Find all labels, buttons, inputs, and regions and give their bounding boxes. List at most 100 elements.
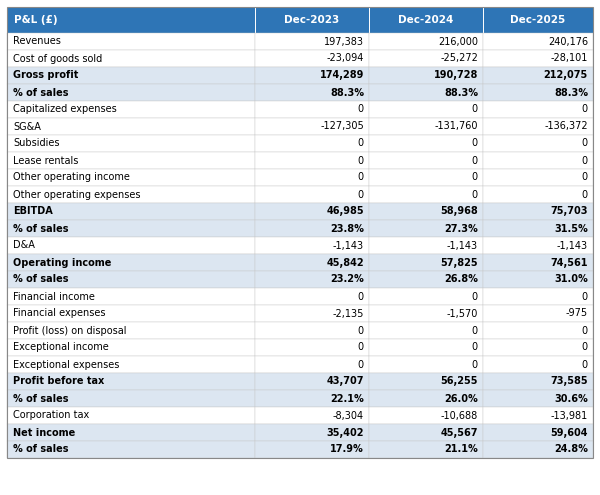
Text: 30.6%: 30.6% [554,394,588,403]
Text: -1,143: -1,143 [557,241,588,250]
Text: 88.3%: 88.3% [554,88,588,98]
Bar [369,271,483,288]
Bar [483,424,593,441]
Text: Financial income: Financial income [13,292,95,301]
Text: % of sales: % of sales [13,88,68,98]
Bar [369,339,483,356]
Bar [7,186,255,203]
Bar [7,424,255,441]
Bar [369,203,483,220]
Text: Subsidies: Subsidies [13,139,59,148]
Bar [369,135,483,152]
Bar [369,101,483,118]
Text: 57,825: 57,825 [440,257,478,267]
Text: 0: 0 [472,343,478,352]
Text: 0: 0 [582,326,588,336]
Bar [255,186,369,203]
Text: % of sales: % of sales [13,394,68,403]
Bar [255,288,369,305]
Text: 0: 0 [358,139,364,148]
Text: 0: 0 [472,292,478,301]
Bar [255,305,369,322]
Bar [255,135,369,152]
Text: 0: 0 [472,190,478,199]
Text: Other operating expenses: Other operating expenses [13,190,140,199]
Bar [369,441,483,458]
Text: 240,176: 240,176 [548,37,588,47]
Bar [255,152,369,169]
Text: 45,842: 45,842 [326,257,364,267]
Text: 197,383: 197,383 [324,37,364,47]
Text: 0: 0 [472,359,478,369]
Text: 0: 0 [582,190,588,199]
Text: 31.5%: 31.5% [554,224,588,234]
Text: -8,304: -8,304 [333,410,364,420]
Text: 24.8%: 24.8% [554,445,588,454]
Bar [255,424,369,441]
Bar [255,271,369,288]
Bar [483,152,593,169]
Bar [369,220,483,237]
Text: P&L (£): P&L (£) [14,15,58,25]
Text: 0: 0 [358,326,364,336]
Bar [369,237,483,254]
Text: Other operating income: Other operating income [13,172,130,183]
Bar [483,186,593,203]
Bar [255,356,369,373]
Bar [255,407,369,424]
Text: 73,585: 73,585 [550,377,588,387]
Text: 59,604: 59,604 [551,428,588,438]
Bar [255,169,369,186]
Bar [369,7,483,33]
Bar [255,203,369,220]
Bar [369,33,483,50]
Text: Net income: Net income [13,428,75,438]
Text: Dec-2023: Dec-2023 [284,15,340,25]
Text: Exceptional expenses: Exceptional expenses [13,359,119,369]
Bar [7,135,255,152]
Bar [7,84,255,101]
Bar [483,288,593,305]
Bar [483,356,593,373]
Text: Exceptional income: Exceptional income [13,343,109,352]
Text: -136,372: -136,372 [544,121,588,132]
Bar [7,339,255,356]
Bar [483,50,593,67]
Bar [7,33,255,50]
Text: -13,981: -13,981 [551,410,588,420]
Bar [483,203,593,220]
Bar [483,118,593,135]
Bar [7,407,255,424]
Bar [369,50,483,67]
Bar [7,169,255,186]
Bar [369,356,483,373]
Bar [483,390,593,407]
Bar [255,220,369,237]
Text: % of sales: % of sales [13,275,68,285]
Bar [7,356,255,373]
Bar [483,271,593,288]
Text: Cost of goods sold: Cost of goods sold [13,53,102,63]
Bar [369,67,483,84]
Bar [369,186,483,203]
Bar [7,101,255,118]
Text: -10,688: -10,688 [441,410,478,420]
Bar [255,237,369,254]
Bar [255,254,369,271]
Text: -1,570: -1,570 [446,308,478,318]
Bar [483,33,593,50]
Text: -127,305: -127,305 [320,121,364,132]
Bar [369,288,483,305]
Bar [7,305,255,322]
Bar [255,390,369,407]
Bar [7,322,255,339]
Text: 58,968: 58,968 [440,206,478,216]
Text: D&A: D&A [13,241,35,250]
Bar [483,441,593,458]
Bar [255,101,369,118]
Bar [483,84,593,101]
Bar [255,118,369,135]
Text: Capitalized expenses: Capitalized expenses [13,104,117,114]
Bar [7,288,255,305]
Bar [483,220,593,237]
